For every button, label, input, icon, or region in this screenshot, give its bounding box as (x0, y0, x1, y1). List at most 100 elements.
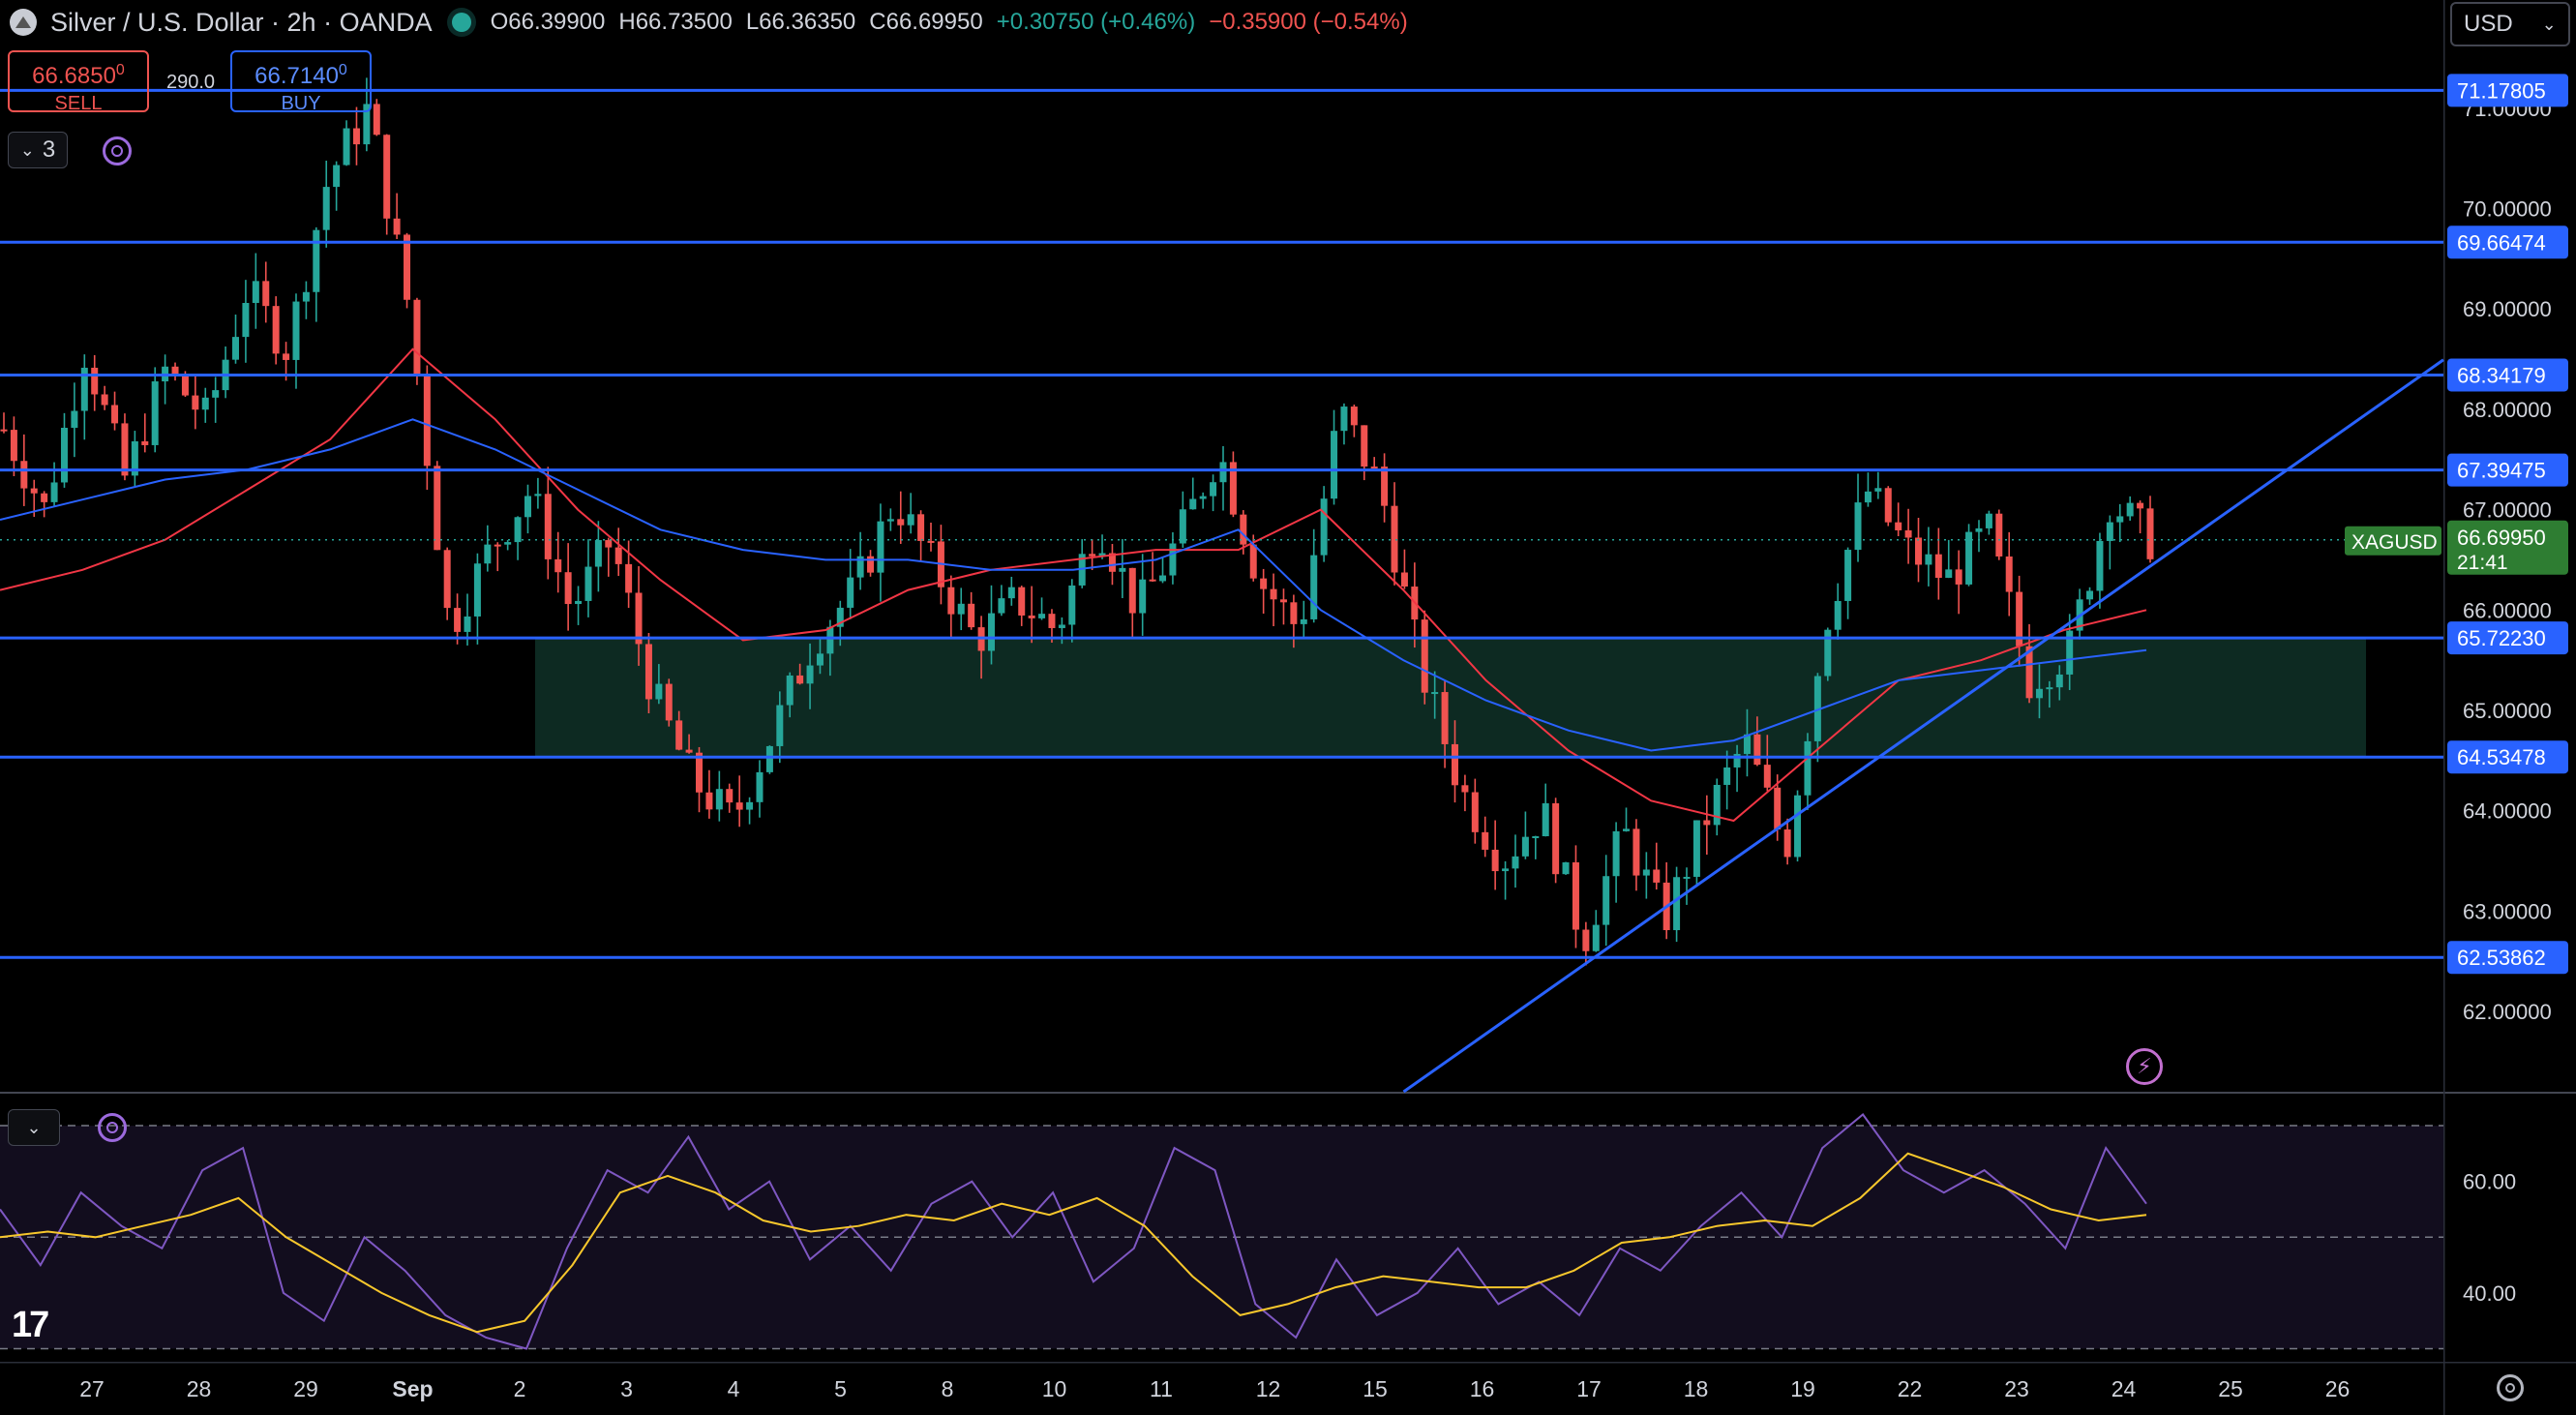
indicators-collapse-button[interactable]: ⌄ 3 (8, 132, 68, 168)
candle-body (746, 801, 754, 810)
candle-body (947, 587, 955, 615)
time-tick-label: 3 (620, 1376, 633, 1401)
candle-body (907, 514, 914, 526)
level-price-tag (2447, 941, 2568, 975)
candle-body (1270, 588, 1277, 600)
candle-body (635, 592, 643, 645)
candle-body (393, 218, 401, 235)
refresh-icon[interactable] (103, 136, 132, 166)
ohlc-change-2: −0.35900 (−0.54%) (1209, 9, 1408, 35)
candle-body (1824, 629, 1832, 677)
candle-body (564, 572, 572, 605)
candle-body (1572, 861, 1579, 930)
rsi-refresh-icon[interactable] (98, 1113, 127, 1142)
time-tick-label: 10 (1042, 1376, 1067, 1401)
candle-body (998, 598, 1005, 614)
symbol-title[interactable]: Silver / U.S. Dollar · 2h · OANDA (50, 7, 433, 37)
candle-body (1451, 743, 1458, 786)
candle-body (886, 519, 894, 522)
candle-body (1119, 567, 1126, 572)
candle-body (836, 607, 844, 627)
sell-price-sup: 0 (115, 62, 125, 78)
candle-body (322, 187, 330, 230)
candle-body (302, 291, 310, 302)
time-tick-label: 23 (2004, 1376, 2029, 1401)
candle-body (826, 626, 834, 654)
candle-body (272, 306, 280, 354)
candle-body (1521, 836, 1529, 857)
candle-body (292, 301, 300, 360)
candle-body (1320, 498, 1328, 556)
candle-body (806, 665, 814, 684)
ohlc-change: +0.30750 (+0.46%) (996, 9, 1196, 35)
time-tick-label: 29 (293, 1376, 318, 1401)
candle-body (1431, 692, 1439, 695)
candle-body (816, 653, 824, 666)
sell-price: 66.6850 (32, 63, 116, 89)
candle-body (1955, 569, 1962, 585)
candle-body (1048, 614, 1056, 628)
sell-button[interactable]: 66.68500 SELL (8, 50, 149, 114)
candle-body (1603, 876, 1610, 925)
symbol-tag-label: XAGUSD (2351, 531, 2438, 554)
lightning-icon[interactable]: ⚡ (2126, 1048, 2163, 1085)
candles (0, 77, 2154, 966)
time-tick-label: 25 (2218, 1376, 2243, 1401)
candle-body (434, 466, 441, 551)
candle-body (383, 135, 391, 219)
candle-body (2066, 630, 2074, 675)
last-price-tag (2447, 520, 2568, 575)
candle-body (1632, 828, 1640, 876)
time-tick-label: 11 (1150, 1376, 1173, 1401)
candle-body (867, 556, 875, 573)
candle-body (1834, 600, 1842, 630)
symbol-tag-bg (2345, 526, 2441, 556)
tradingview-logo: 17 (12, 1305, 49, 1345)
candle-body (111, 405, 119, 424)
level-price-label: 71.17805 (2457, 78, 2546, 103)
candle-body (696, 752, 704, 793)
time-tick-label: 15 (1363, 1376, 1388, 1401)
market-open-icon (451, 13, 471, 32)
currency-value: USD (2464, 11, 2513, 37)
settings-gear-icon[interactable] (2497, 1374, 2524, 1401)
candle-body (1813, 676, 1821, 741)
ohlc-open: O66.39900 (490, 9, 606, 35)
candle-body (60, 428, 68, 483)
candle-body (1965, 531, 1973, 585)
candle-body (1471, 792, 1479, 832)
candle-body (1763, 765, 1771, 788)
chevron-down-icon: ⌄ (19, 139, 35, 160)
candle-body (1229, 462, 1237, 515)
rsi-collapse-button[interactable]: ⌄ (8, 1109, 60, 1146)
price-tick-label: 63.00000 (2463, 899, 2552, 923)
level-price-label: 67.39475 (2457, 459, 2546, 483)
candle-body (1895, 522, 1902, 530)
candle-body (1774, 787, 1782, 830)
candle-body (1381, 467, 1389, 506)
candle-body (1703, 820, 1711, 826)
time-tick-label: 18 (1684, 1376, 1709, 1401)
buy-price: 66.7140 (255, 63, 339, 89)
currency-select[interactable]: USD ⌄ (2450, 2, 2570, 46)
candle-body (1653, 869, 1661, 883)
candle-body (1783, 829, 1791, 858)
candle-body (1945, 569, 1953, 578)
candle-body (363, 104, 371, 145)
level-price-label: 65.72230 (2457, 626, 2546, 650)
buy-button[interactable]: 66.71400 BUY (230, 50, 372, 114)
candle-body (1934, 554, 1942, 578)
time-tick-label: 2 (514, 1376, 526, 1401)
candle-body (404, 234, 411, 300)
time-tick-label: 26 (2325, 1376, 2351, 1401)
candle-body (504, 542, 512, 545)
candle-body (192, 395, 199, 410)
silver-logo-icon (10, 9, 37, 36)
candle-body (534, 494, 542, 497)
candle-body (655, 683, 663, 700)
candle-body (473, 563, 481, 617)
candle-body (2096, 540, 2104, 591)
candle-body (484, 544, 492, 564)
candle-body (786, 675, 794, 706)
